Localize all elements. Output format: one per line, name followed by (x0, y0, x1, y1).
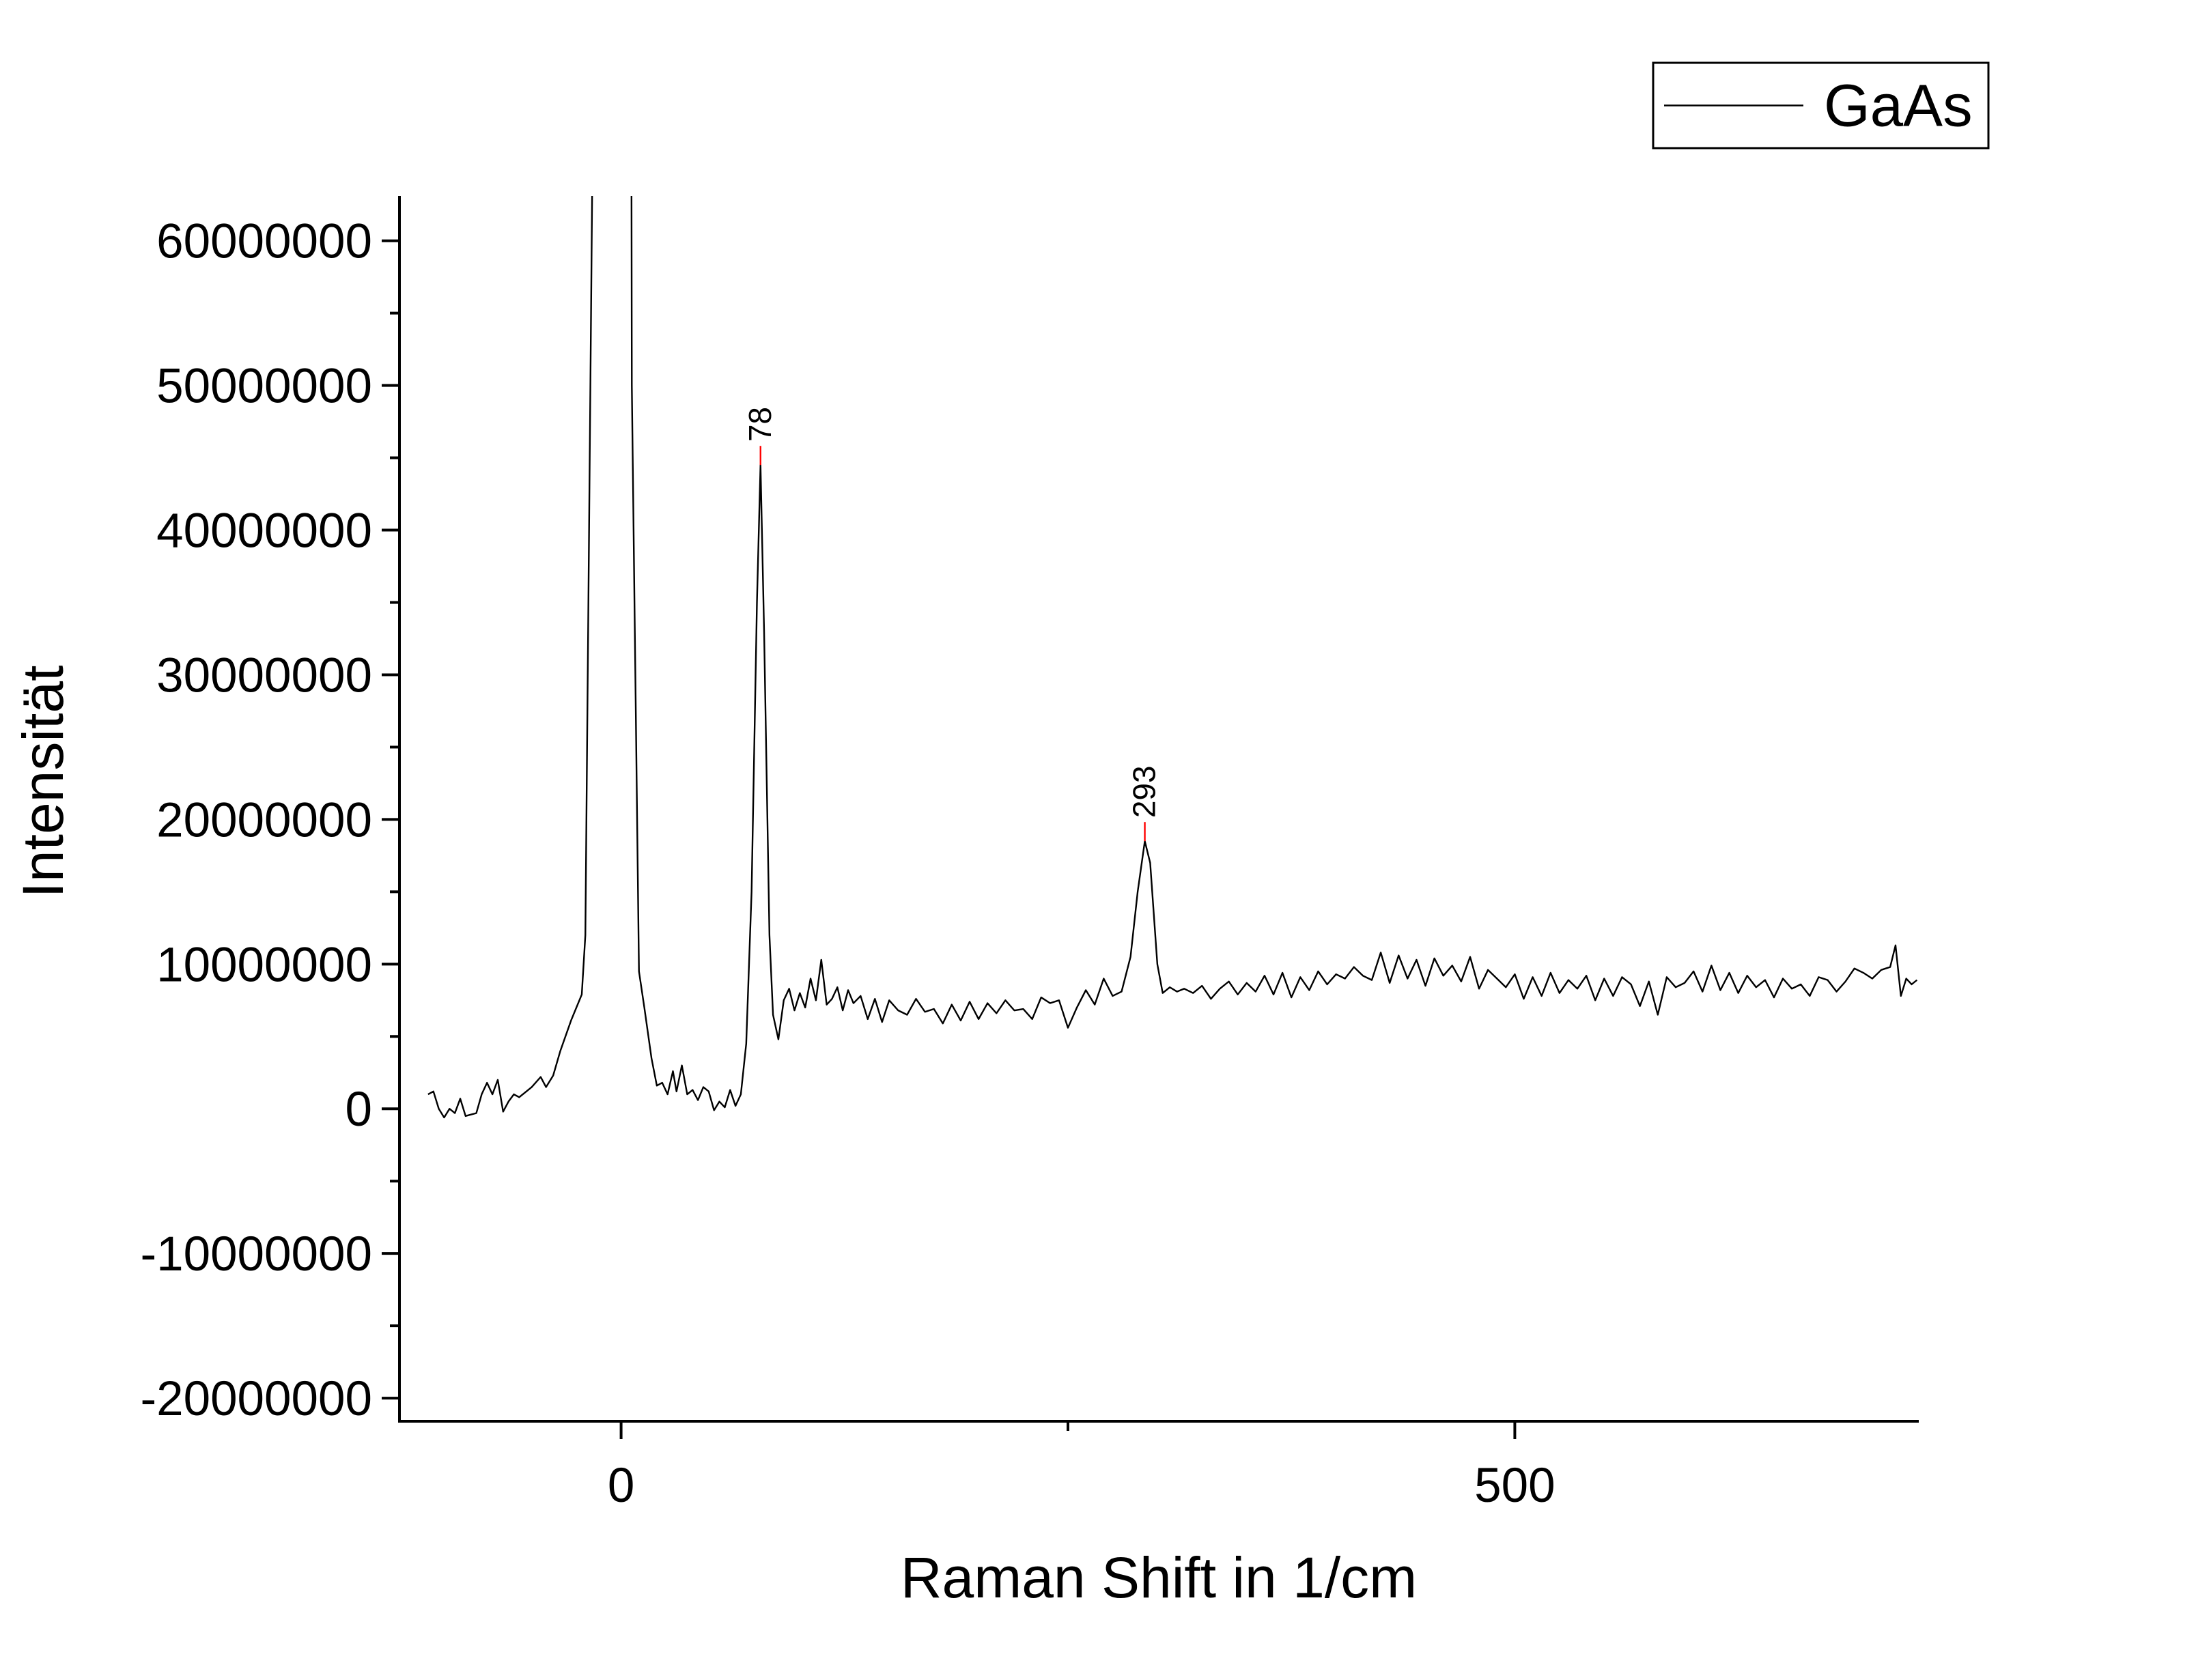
x-tick-label: 500 (1474, 1459, 1555, 1513)
peak-label: 78 (742, 407, 778, 442)
y-tick-label: -20000000 (140, 1372, 372, 1426)
data-line (427, 196, 1918, 1119)
y-tick-label: 0 (346, 1083, 373, 1137)
y-tick-label: -10000000 (140, 1227, 372, 1281)
y-tick-label: 50000000 (156, 360, 372, 414)
peak-label: 293 (1127, 765, 1162, 818)
y-tick-label: 10000000 (156, 938, 372, 992)
y-tick-label: 60000000 (156, 215, 372, 269)
y-tick-label: 40000000 (156, 504, 372, 558)
x-axis-title: Raman Shift in 1/cm (901, 1546, 1417, 1610)
y-tick-label: 30000000 (156, 649, 372, 702)
x-tick-label: 0 (608, 1459, 635, 1513)
y-axis-title: Intensität (11, 666, 75, 898)
legend-label: GaAs (1824, 73, 1973, 139)
y-tick-label: 20000000 (156, 793, 372, 847)
